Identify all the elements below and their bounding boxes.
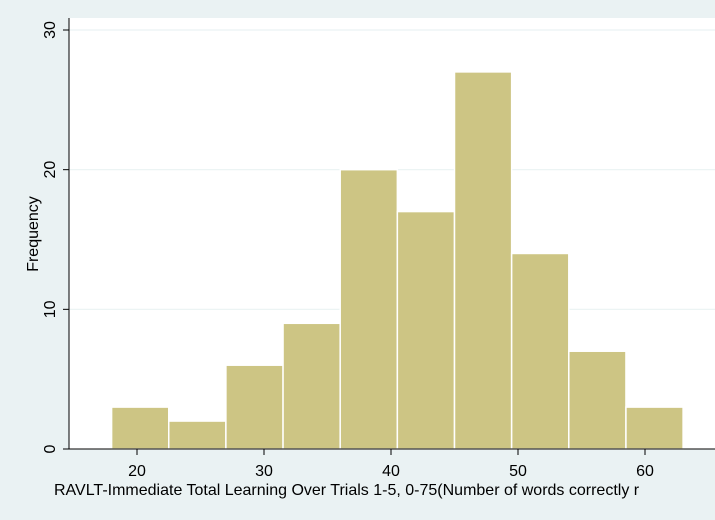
y-tick-label-30: 30 [42,21,59,39]
histogram-bar-2 [168,420,227,450]
histogram-bar-5 [339,168,399,450]
y-tick-label-0: 0 [42,444,59,453]
histogram-bar-6 [396,210,456,450]
x-tick-label-30: 30 [255,463,273,480]
y-tick-labels: 0 10 20 30 [42,21,59,453]
x-tick-label-60: 60 [636,463,654,480]
histogram-bar-4 [282,322,341,450]
y-axis-title: Frequency [25,196,42,272]
histogram-bar-8 [510,252,570,450]
histogram-bar-9 [568,350,627,450]
bars [110,71,684,450]
histogram-bar-1 [110,406,170,450]
axes [63,18,715,455]
x-tick-labels: 20 30 40 50 60 [128,463,654,480]
histogram-bar-10 [625,406,684,450]
x-tick-label-20: 20 [128,463,146,480]
y-tick-label-10: 10 [42,300,59,318]
y-tick-label-20: 20 [42,161,59,179]
x-axis-title: RAVLT-Immediate Total Learning Over Tria… [54,482,640,499]
histogram-bar-7 [453,71,513,450]
histogram-bar-3 [225,364,284,450]
x-tick-label-50: 50 [509,463,527,480]
x-tick-label-40: 40 [382,463,400,480]
